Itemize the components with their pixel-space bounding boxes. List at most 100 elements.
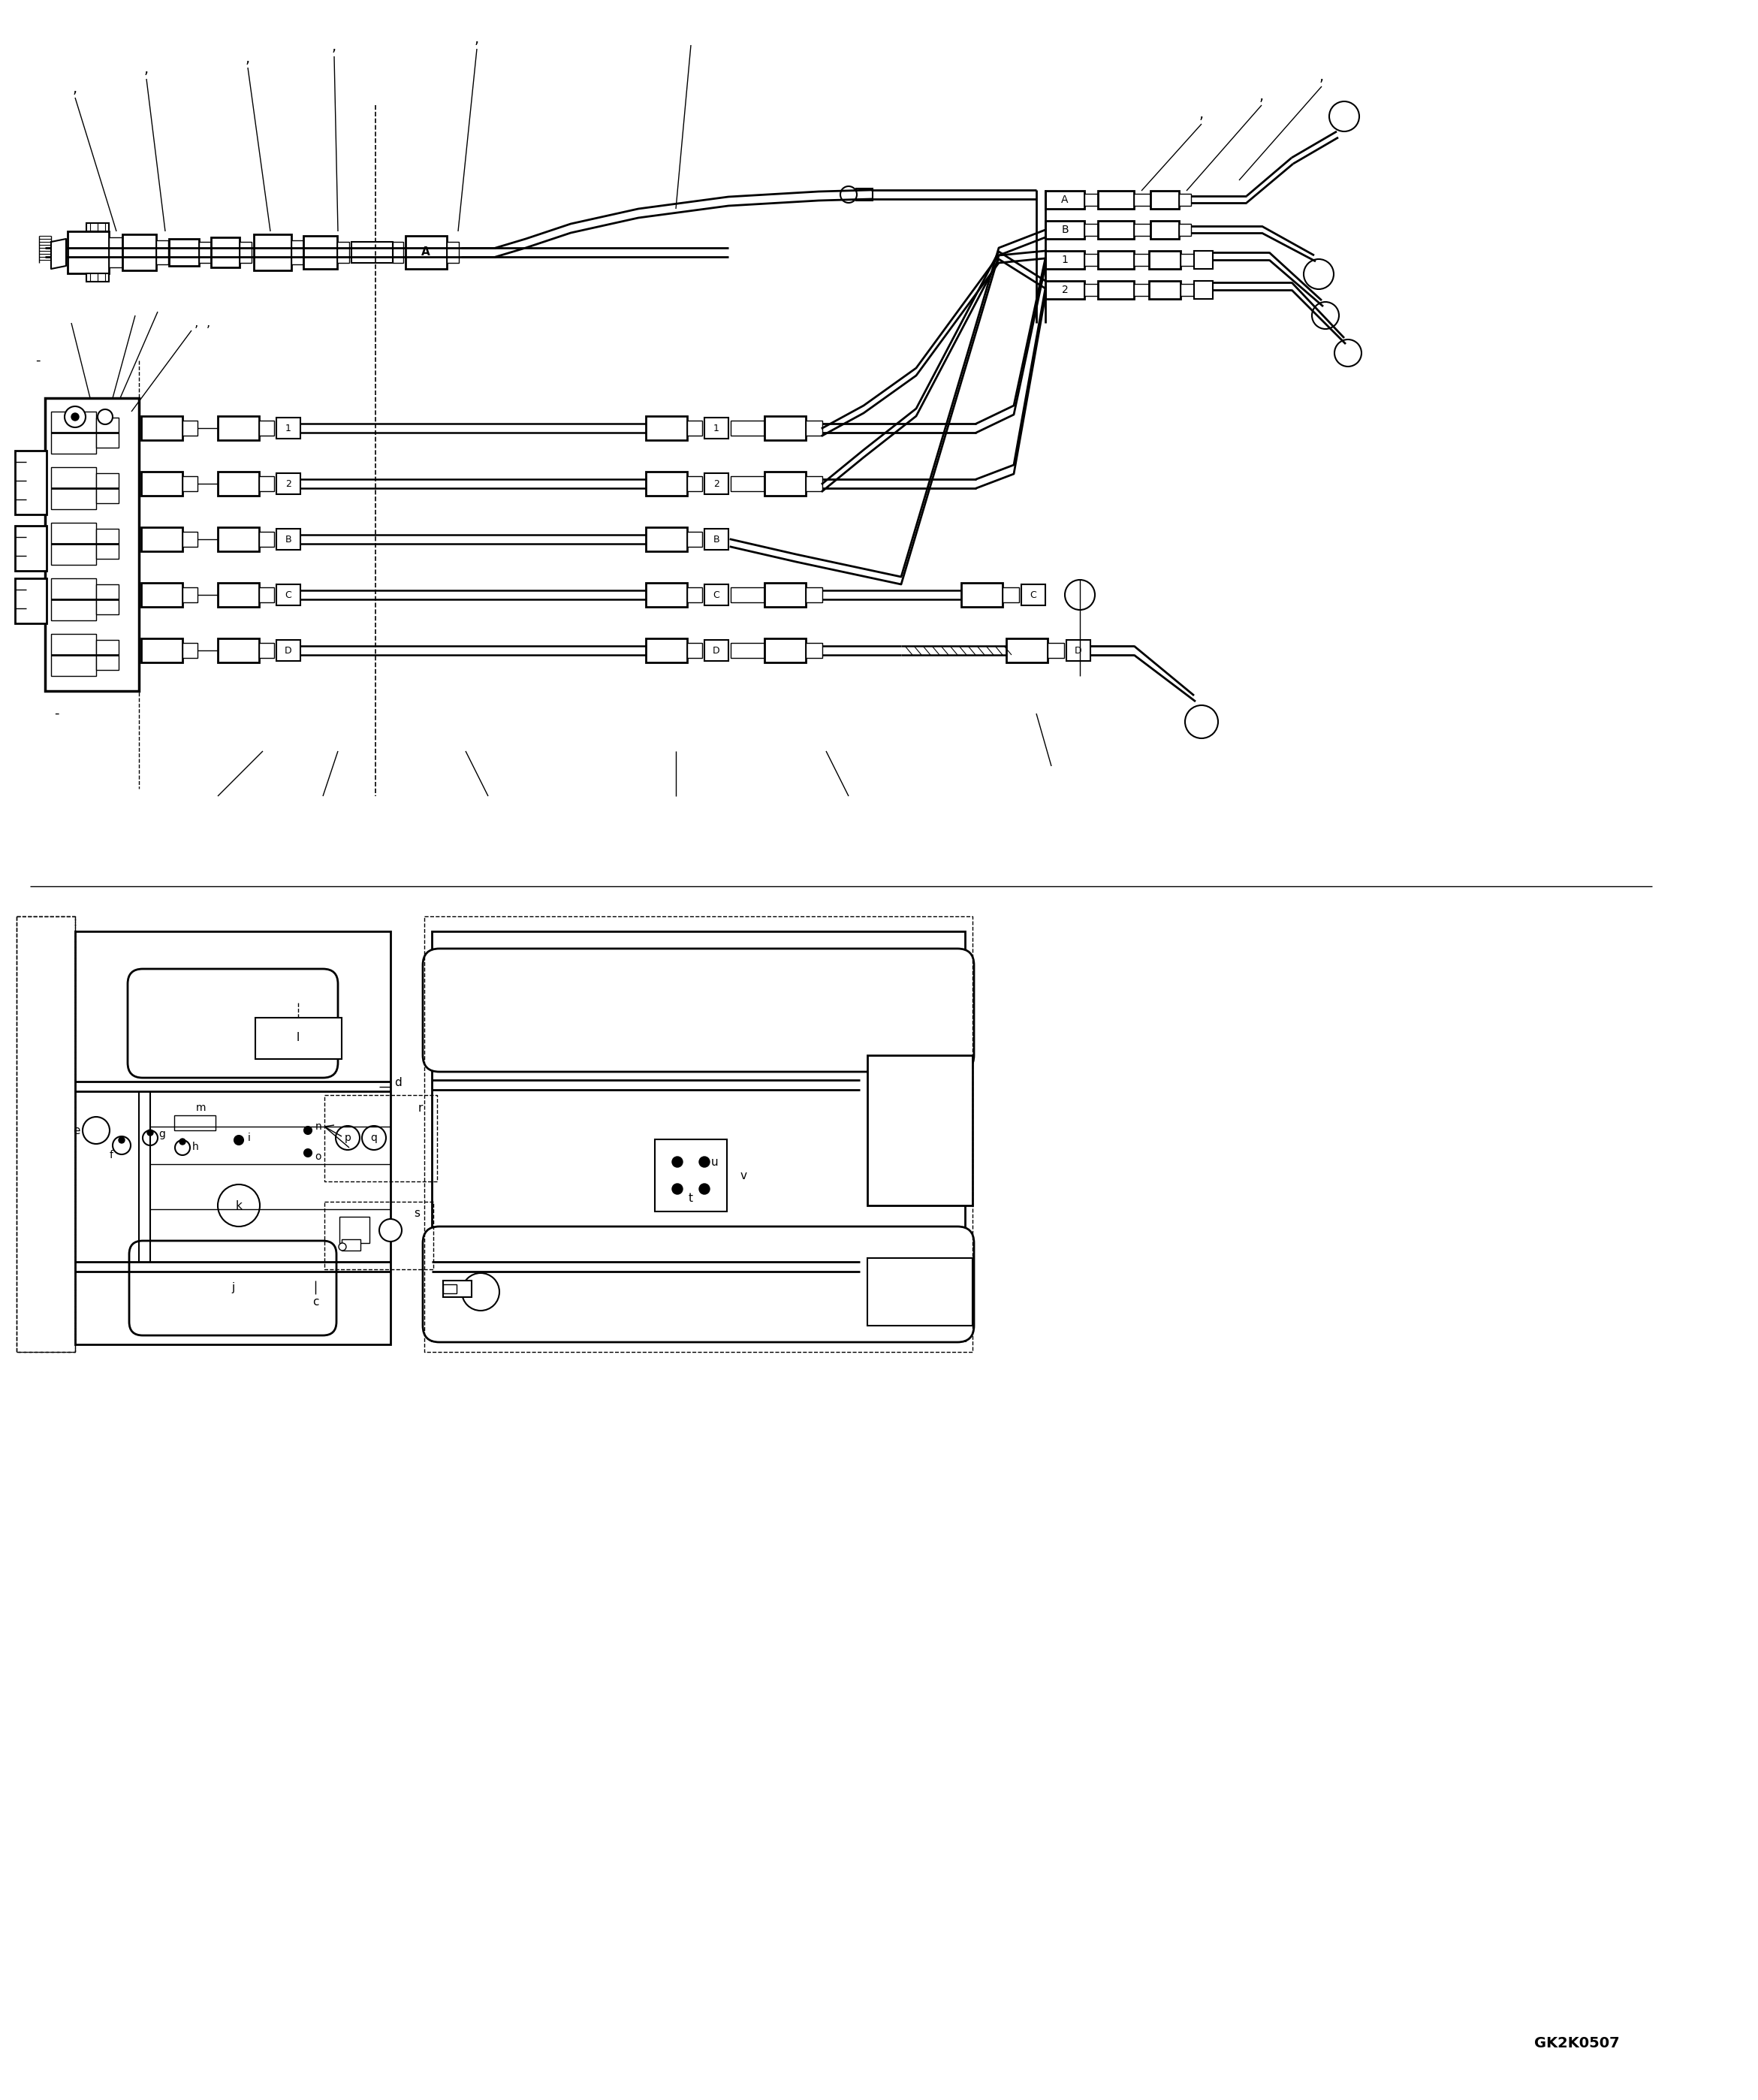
- Bar: [705, 418, 728, 439]
- Bar: [687, 531, 701, 546]
- Bar: [1099, 250, 1134, 269]
- Bar: [67, 231, 109, 273]
- Text: e: e: [74, 1126, 81, 1136]
- Bar: [687, 643, 701, 657]
- Polygon shape: [51, 239, 67, 269]
- Bar: [805, 643, 823, 657]
- Bar: [338, 242, 350, 262]
- Bar: [1002, 588, 1020, 603]
- Bar: [731, 477, 765, 491]
- Bar: [276, 640, 301, 662]
- Bar: [765, 584, 805, 607]
- Circle shape: [176, 1140, 190, 1155]
- Bar: [1085, 225, 1099, 235]
- Text: j: j: [232, 1283, 234, 1294]
- Bar: [16, 525, 46, 571]
- Text: D: D: [1074, 645, 1081, 655]
- Bar: [97, 584, 118, 615]
- Circle shape: [672, 1184, 682, 1195]
- Bar: [447, 242, 459, 262]
- Bar: [276, 418, 301, 439]
- FancyBboxPatch shape: [128, 1241, 336, 1336]
- Text: D: D: [285, 645, 292, 655]
- Bar: [432, 930, 965, 1340]
- Bar: [705, 529, 728, 550]
- Circle shape: [72, 414, 79, 420]
- Bar: [86, 273, 109, 281]
- Text: ,: ,: [246, 50, 250, 65]
- Bar: [97, 418, 118, 447]
- Bar: [218, 584, 258, 607]
- Bar: [97, 472, 118, 504]
- Circle shape: [234, 1136, 243, 1144]
- Bar: [141, 416, 183, 441]
- Circle shape: [380, 1218, 403, 1241]
- Bar: [1067, 640, 1090, 662]
- Bar: [46, 399, 139, 691]
- Circle shape: [218, 1184, 260, 1226]
- Bar: [255, 1018, 341, 1058]
- Text: g: g: [158, 1130, 165, 1140]
- Text: C: C: [714, 590, 719, 601]
- Bar: [76, 930, 390, 1344]
- Bar: [218, 416, 258, 441]
- Bar: [1150, 250, 1181, 269]
- Bar: [687, 420, 701, 435]
- Text: ,  ,: , ,: [195, 317, 211, 330]
- Circle shape: [148, 1130, 153, 1136]
- Bar: [1085, 284, 1099, 296]
- Bar: [16, 578, 46, 624]
- Bar: [183, 531, 197, 546]
- FancyBboxPatch shape: [128, 968, 338, 1077]
- Text: ,: ,: [475, 34, 480, 46]
- Bar: [141, 638, 183, 662]
- Bar: [1046, 281, 1085, 298]
- Bar: [1180, 193, 1190, 206]
- Circle shape: [113, 1136, 130, 1155]
- Bar: [51, 523, 97, 565]
- Bar: [141, 472, 183, 496]
- Text: 1: 1: [1062, 254, 1069, 265]
- Bar: [174, 1115, 216, 1130]
- Bar: [645, 638, 687, 662]
- Bar: [805, 588, 823, 603]
- Text: f: f: [109, 1151, 113, 1161]
- Bar: [687, 588, 701, 603]
- Circle shape: [83, 1117, 109, 1144]
- Bar: [705, 584, 728, 605]
- Bar: [1134, 225, 1150, 235]
- Circle shape: [179, 1138, 186, 1144]
- Bar: [856, 189, 872, 200]
- Bar: [276, 584, 301, 605]
- Bar: [339, 1216, 369, 1243]
- Bar: [211, 237, 239, 267]
- Bar: [1006, 638, 1048, 662]
- Text: v: v: [740, 1170, 747, 1180]
- Bar: [867, 1056, 972, 1205]
- Text: B: B: [1062, 225, 1069, 235]
- Bar: [258, 643, 274, 657]
- Circle shape: [304, 1126, 311, 1134]
- Text: ,: ,: [1259, 88, 1264, 103]
- Bar: [731, 420, 765, 435]
- Bar: [123, 235, 156, 271]
- Text: -: -: [35, 353, 40, 367]
- Circle shape: [1065, 580, 1095, 609]
- Bar: [1181, 254, 1194, 267]
- Bar: [51, 412, 97, 454]
- Text: d: d: [394, 1077, 401, 1088]
- Bar: [1181, 284, 1194, 296]
- Circle shape: [1304, 258, 1334, 290]
- Bar: [304, 235, 338, 269]
- Bar: [341, 1239, 360, 1249]
- Bar: [1048, 643, 1064, 657]
- Bar: [258, 531, 274, 546]
- Text: C: C: [1030, 590, 1037, 601]
- Bar: [97, 529, 118, 559]
- Circle shape: [462, 1273, 499, 1310]
- Text: ,: ,: [144, 63, 149, 78]
- Text: c: c: [313, 1296, 318, 1306]
- Circle shape: [304, 1149, 311, 1157]
- Bar: [1099, 191, 1134, 208]
- Bar: [292, 239, 304, 265]
